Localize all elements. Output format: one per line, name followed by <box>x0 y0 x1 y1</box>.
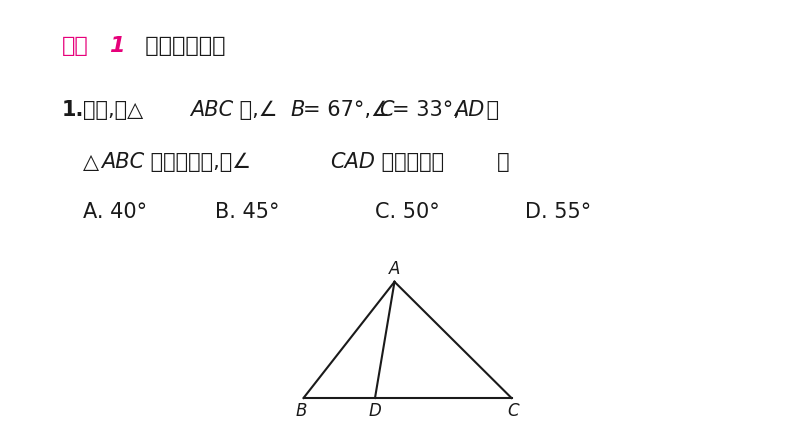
Text: 类型: 类型 <box>62 36 89 56</box>
Text: A. 40°: A. 40° <box>83 202 147 222</box>
Text: D: D <box>368 402 381 420</box>
Text: 1: 1 <box>109 36 125 56</box>
Text: △: △ <box>83 152 99 172</box>
Text: AD: AD <box>454 100 484 120</box>
Text: = 67°,∠: = 67°,∠ <box>303 100 390 120</box>
Text: C: C <box>379 100 394 120</box>
Text: C. 50°: C. 50° <box>375 202 440 222</box>
Text: 中,∠: 中,∠ <box>233 100 277 120</box>
Text: 的度数为（        ）: 的度数为（ ） <box>375 152 510 172</box>
Text: 是: 是 <box>480 100 499 120</box>
Text: 直接计算角度: 直接计算角度 <box>122 36 225 56</box>
Text: ABC: ABC <box>101 152 145 172</box>
Text: B: B <box>290 100 304 120</box>
Text: B. 45°: B. 45° <box>215 202 279 222</box>
Text: 的角平分线,则∠: 的角平分线,则∠ <box>144 152 251 172</box>
Text: 1.: 1. <box>62 100 84 120</box>
Text: C: C <box>507 402 519 420</box>
Text: = 33°,: = 33°, <box>392 100 460 120</box>
Text: B: B <box>296 402 307 420</box>
Text: ABC: ABC <box>190 100 233 120</box>
Text: 如图,在△: 如图,在△ <box>83 100 143 120</box>
Text: D. 55°: D. 55° <box>525 202 592 222</box>
Text: A: A <box>389 260 400 278</box>
Text: CAD: CAD <box>330 152 375 172</box>
